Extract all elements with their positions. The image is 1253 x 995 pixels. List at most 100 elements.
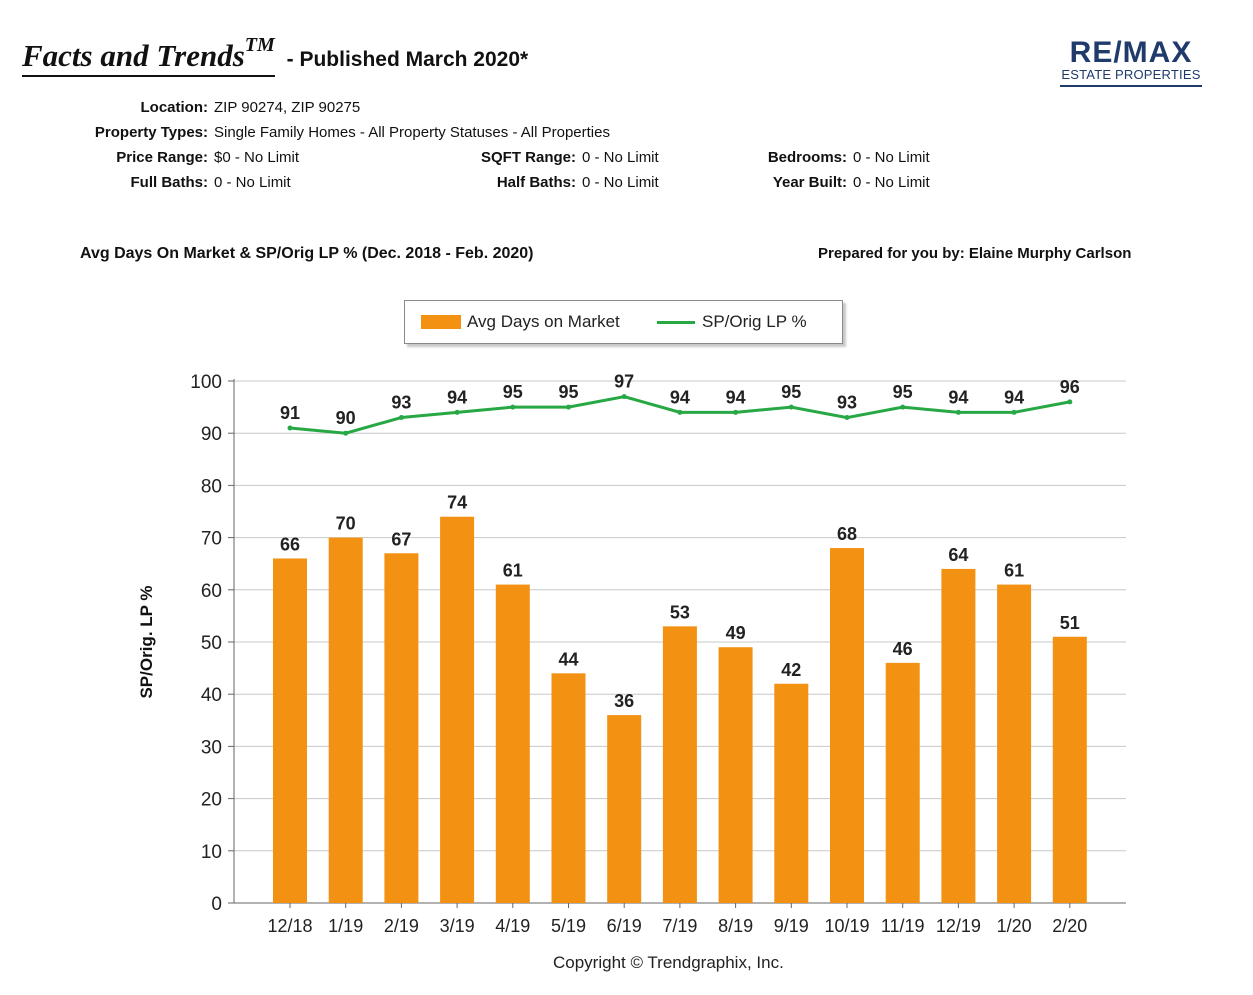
line-point [900, 404, 906, 410]
bar-value-label: 36 [614, 691, 634, 711]
x-tick-label: 8/19 [718, 916, 753, 936]
chart-legend: Avg Days on Market SP/Orig LP % [404, 300, 843, 344]
bar-value-label: 64 [948, 545, 968, 565]
legend-swatch-bar [421, 315, 461, 329]
y-tick-label: 100 [190, 372, 222, 393]
logo-sub-text: ESTATE PROPERTIES [1061, 67, 1201, 82]
x-tick-label: 7/19 [662, 916, 697, 936]
y-tick-label: 0 [211, 894, 222, 915]
criteria-value: ZIP 90274, ZIP 90275 [214, 99, 361, 116]
line-value-label: 93 [391, 393, 411, 413]
report-title: Facts and TrendsTM - Published March 202… [22, 34, 528, 78]
bar [607, 715, 642, 903]
logo-main-text: RE/MAX [1069, 36, 1193, 69]
criteria-label: SQFT Range: [480, 149, 576, 166]
criteria-label: Price Range: [116, 149, 208, 166]
line-point [677, 409, 683, 415]
line-point [454, 409, 460, 415]
x-tick-label: 3/19 [440, 916, 475, 936]
y-tick-label: 10 [201, 842, 222, 863]
remax-logo: RE/MAX ESTATE PROPERTIES [1060, 38, 1202, 87]
bar-value-label: 42 [781, 660, 801, 680]
criteria-value: $0 - No Limit [214, 149, 300, 166]
bar [1052, 636, 1087, 903]
line-value-label: 97 [614, 372, 634, 392]
y-tick-label: 50 [201, 633, 222, 654]
line-point [566, 404, 571, 410]
line-point [1011, 409, 1017, 415]
x-tick-label: 1/19 [328, 916, 363, 936]
line-value-label: 95 [503, 382, 523, 402]
bar [495, 584, 530, 903]
x-tick-label: 12/18 [267, 916, 312, 936]
bar-value-label: 61 [503, 561, 523, 581]
trademark-mark: TM [244, 34, 275, 56]
criteria-label: Full Baths: [130, 174, 209, 191]
line-value-label: 95 [893, 382, 913, 402]
y-tick-label: 20 [201, 790, 222, 811]
y-tick-label: 40 [201, 685, 222, 706]
line-point [788, 404, 794, 410]
x-tick-label: 2/20 [1052, 916, 1087, 936]
bar-value-label: 46 [893, 639, 913, 659]
bar [440, 516, 475, 903]
x-tick-label: 10/19 [824, 916, 869, 936]
criteria-label: Location: [140, 99, 209, 116]
criteria-value: 0 - No Limit [582, 174, 659, 191]
copyright-notice: Copyright © Trendgraphix, Inc. [553, 953, 784, 972]
criteria-value: 0 - No Limit [214, 174, 291, 191]
x-tick-label: 2/19 [384, 916, 419, 936]
line-point [398, 415, 404, 421]
line-point [510, 404, 516, 410]
line-value-label: 95 [558, 382, 578, 402]
bar-value-label: 44 [558, 649, 578, 669]
line-point [955, 409, 961, 415]
y-tick-label: 90 [201, 424, 222, 445]
criteria-value: 0 - No Limit [853, 149, 930, 166]
line-point [844, 415, 850, 421]
brand-title-text: Facts and Trends [22, 38, 245, 74]
bar [774, 683, 809, 903]
bar [830, 548, 864, 903]
line-point [733, 409, 739, 415]
criteria-price-range: Price Range: $0 - No Limit [0, 149, 299, 166]
x-tick-label: 5/19 [551, 916, 586, 936]
y-tick-label: 80 [201, 476, 222, 497]
criteria-label: Year Built: [772, 174, 847, 191]
bar-value-label: 51 [1060, 613, 1080, 633]
prepared-by: Prepared for you by: Elaine Murphy Carls… [818, 245, 1132, 262]
criteria-location: Location: ZIP 90274, ZIP 90275 [0, 99, 361, 116]
x-tick-label: 1/20 [997, 916, 1032, 936]
line-value-label: 94 [948, 387, 968, 407]
bar-value-label: 49 [726, 623, 746, 643]
line-value-label: 91 [280, 403, 300, 423]
brand-title: Facts and TrendsTM [22, 34, 275, 78]
criteria-value: 0 - No Limit [582, 149, 659, 166]
line-value-label: 94 [670, 387, 690, 407]
line-value-label: 94 [726, 387, 746, 407]
legend-swatch-line [657, 321, 695, 324]
x-tick-label: 6/19 [607, 916, 642, 936]
criteria-value: Single Family Homes - All Property Statu… [214, 124, 610, 141]
bar-value-label: 74 [447, 493, 467, 513]
criteria-year-built: Year Built: 0 - No Limit [700, 174, 930, 191]
bar [273, 558, 307, 903]
line-point [343, 430, 349, 436]
criteria-label: Bedrooms: [767, 149, 847, 166]
bar [551, 673, 586, 903]
bar-value-label: 61 [1004, 561, 1024, 581]
legend-label-days: Avg Days on Market [467, 312, 620, 331]
y-tick-label: 60 [201, 581, 222, 602]
bar [384, 553, 419, 903]
x-tick-label: 4/19 [495, 916, 530, 936]
criteria-full-baths: Full Baths: 0 - No Limit [0, 174, 291, 191]
line-value-label: 94 [1004, 387, 1024, 407]
x-tick-label: 11/19 [881, 916, 925, 936]
bar [941, 568, 976, 903]
y-tick-label: 30 [201, 737, 222, 758]
line-value-label: 90 [336, 408, 356, 428]
line-point [621, 394, 627, 400]
line-value-label: 95 [781, 382, 801, 402]
bar-value-label: 53 [670, 602, 690, 622]
